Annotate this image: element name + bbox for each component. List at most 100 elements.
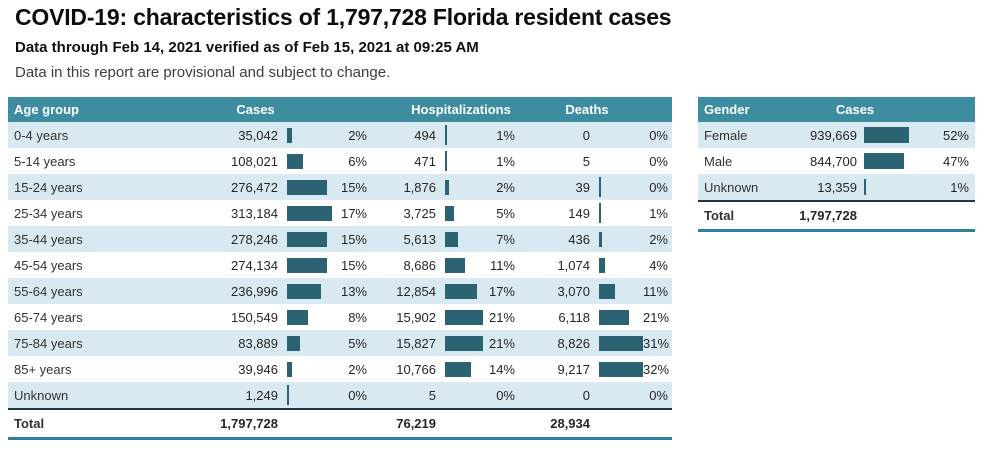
deaths-bar-zone xyxy=(595,361,643,377)
cases-bar-zone xyxy=(283,153,333,169)
age-group-label: Unknown xyxy=(14,387,69,403)
age-group-label: 0-4 years xyxy=(14,127,69,143)
hospitalizations-bar-zone xyxy=(441,361,483,377)
deaths-bar xyxy=(599,283,615,299)
gender-table-row: Unknown 13,359 1% xyxy=(698,174,975,200)
gender-cases-bar-zone xyxy=(860,127,912,143)
hospitalizations-bar xyxy=(445,125,447,145)
age-group-label: 5-14 years xyxy=(14,153,76,169)
age-total-label: Total xyxy=(14,416,45,431)
deaths-bar-zone xyxy=(595,335,643,351)
age-table-row: 85+ years 39,946 2% 10,766 14% 9,217 32% xyxy=(8,356,672,382)
age-total-cases: 1,797,728 xyxy=(220,416,278,431)
cases-percent: 2% xyxy=(348,127,367,143)
hospitalizations-value: 12,854 xyxy=(396,283,436,299)
hospitalizations-bar-zone xyxy=(441,257,483,273)
hospitalizations-bar-zone xyxy=(441,283,483,299)
deaths-percent: 32% xyxy=(643,361,670,377)
hospitalizations-value: 3,725 xyxy=(403,205,436,221)
deaths-percent: 0% xyxy=(649,127,668,143)
age-table-row: 0-4 years 35,042 2% 494 1% 0 0% xyxy=(8,122,672,148)
deaths-value: 8,826 xyxy=(557,335,590,351)
cases-bar xyxy=(287,335,301,351)
cases-bar-zone xyxy=(283,283,333,299)
age-table-row: 5-14 years 108,021 6% 471 1% 5 0% xyxy=(8,148,672,174)
cases-value: 108,021 xyxy=(231,153,278,169)
hospitalizations-percent: 1% xyxy=(496,127,515,143)
deaths-bar-zone xyxy=(595,177,643,197)
cases-value: 35,042 xyxy=(238,127,278,143)
cases-percent: 15% xyxy=(340,231,367,247)
gender-table-total-row: Total 1,797,728 xyxy=(698,200,975,232)
gender-cases-percent: 47% xyxy=(942,153,969,169)
cases-bar xyxy=(287,205,332,221)
cases-value: 236,996 xyxy=(231,283,278,299)
age-table-row: 75-84 years 83,889 5% 15,827 21% 8,826 31% xyxy=(8,330,672,356)
hospitalizations-value: 5,613 xyxy=(403,231,436,247)
cases-bar xyxy=(287,231,327,247)
deaths-bar-zone xyxy=(595,203,643,223)
deaths-bar xyxy=(599,335,643,351)
deaths-value: 6,118 xyxy=(558,309,590,325)
cases-bar xyxy=(287,283,322,299)
hospitalizations-bar xyxy=(445,205,455,221)
age-table: Age group Cases Hospitalizations Deaths … xyxy=(8,97,672,440)
hospitalizations-percent: 14% xyxy=(488,361,515,377)
deaths-percent: 0% xyxy=(649,153,668,169)
deaths-value: 9,217 xyxy=(557,361,590,377)
hospitalizations-bar-zone xyxy=(441,231,483,247)
hospitalizations-value: 8,686 xyxy=(403,257,436,273)
deaths-bar-zone xyxy=(595,231,643,247)
deaths-percent: 31% xyxy=(643,335,670,351)
hospitalizations-value: 5 xyxy=(428,387,436,403)
hospitalizations-value: 471 xyxy=(414,153,436,169)
age-table-row: 45-54 years 274,134 15% 8,686 11% 1,074 4% xyxy=(8,252,672,278)
gender-cases-bar xyxy=(864,127,909,143)
age-table-row: Unknown 1,249 0% 5 0% 0 0% xyxy=(8,382,672,408)
hospitalizations-bar xyxy=(445,257,466,273)
cases-percent: 0% xyxy=(348,387,367,403)
gender-cases-percent: 52% xyxy=(942,127,969,143)
cases-bar-zone xyxy=(283,309,333,325)
hospitalizations-value: 10,766 xyxy=(396,361,436,377)
cases-percent: 15% xyxy=(340,179,367,195)
deaths-value: 39 xyxy=(575,179,590,195)
page-title: COVID-19: characteristics of 1,797,728 F… xyxy=(15,4,672,30)
hospitalizations-percent: 7% xyxy=(496,231,515,247)
hospitalizations-bar xyxy=(445,151,447,171)
cases-value: 274,134 xyxy=(231,257,278,273)
cases-value: 278,246 xyxy=(231,231,278,247)
gender-column-header: Gender xyxy=(704,102,750,117)
gender-cases-bar xyxy=(864,179,866,195)
cases-bar-zone xyxy=(283,335,333,351)
cases-value: 150,549 xyxy=(231,309,278,325)
gender-label: Female xyxy=(704,127,748,143)
age-group-label: 75-84 years xyxy=(14,335,83,351)
gender-total-cases: 1,797,728 xyxy=(799,208,857,223)
cases-bar xyxy=(287,309,309,325)
age-total-deaths: 28,934 xyxy=(550,416,590,431)
cases-value: 83,889 xyxy=(238,335,278,351)
cases-bar-zone xyxy=(283,361,333,377)
deaths-value: 0 xyxy=(582,387,590,403)
gender-table-body: Female 939,669 52% Male 844,700 47% Unknown 13,… xyxy=(698,122,975,200)
age-group-label: 45-54 years xyxy=(14,257,83,273)
age-group-label: 25-34 years xyxy=(14,205,83,221)
deaths-percent: 0% xyxy=(649,387,668,403)
age-group-label: 15-24 years xyxy=(14,179,83,195)
deaths-bar xyxy=(599,203,601,223)
hospitalizations-percent: 17% xyxy=(488,283,515,299)
deaths-value: 3,070 xyxy=(557,283,590,299)
age-group-label: 85+ years xyxy=(14,361,72,377)
gender-cases-value: 939,669 xyxy=(810,127,857,143)
age-table-body: 0-4 years 35,042 2% 494 1% 0 0% 5-14 years 108,0… xyxy=(8,122,672,408)
age-table-row: 25-34 years 313,184 17% 3,725 5% 149 1% xyxy=(8,200,672,226)
cases-bar-zone xyxy=(283,127,333,143)
age-table-row: 65-74 years 150,549 8% 15,902 21% 6,118 21% xyxy=(8,304,672,330)
cases-bar xyxy=(287,385,289,405)
deaths-bar xyxy=(599,257,605,273)
deaths-value: 1,074 xyxy=(557,257,590,273)
deaths-percent: 4% xyxy=(649,257,668,273)
gender-cases-value: 844,700 xyxy=(810,153,857,169)
